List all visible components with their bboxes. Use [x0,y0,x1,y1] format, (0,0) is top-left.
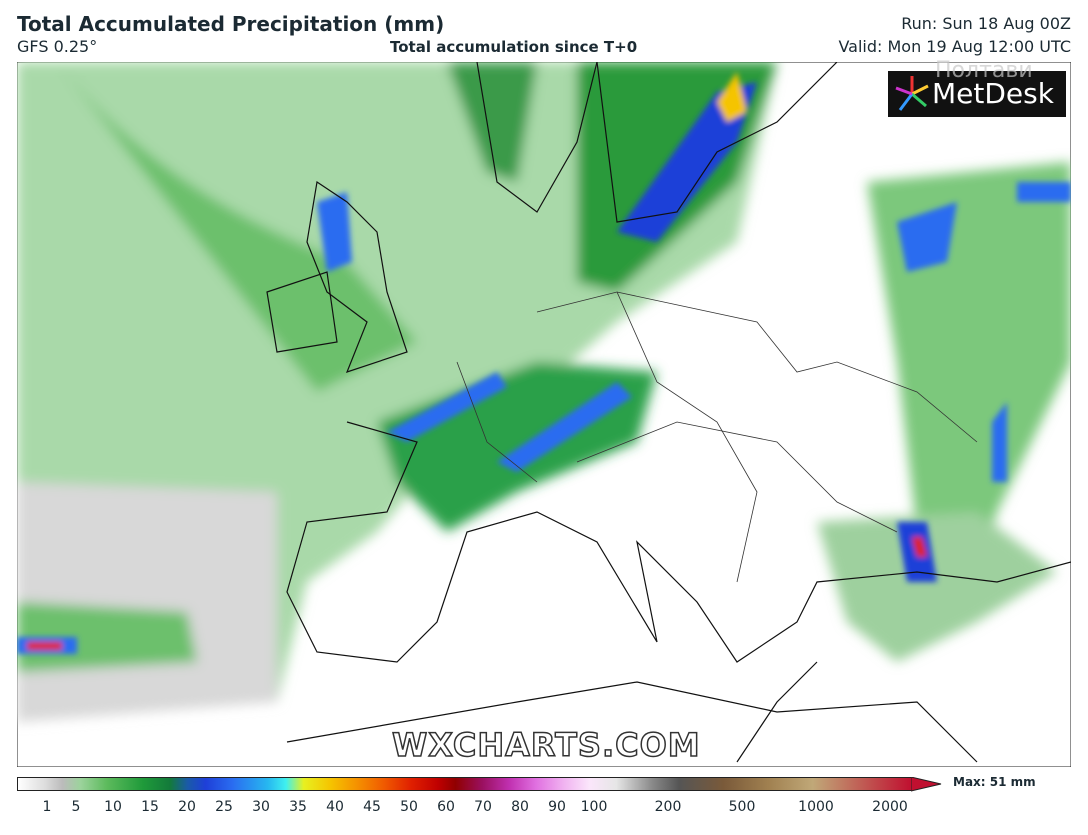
colorbar [17,777,912,791]
colorbar-tick-label: 5 [71,799,81,815]
colorbar-tick-label: 40 [326,799,344,815]
valid: Valid: Mon 19 Aug 12:00 UTC [838,37,1071,56]
colorbar-tick-label: 35 [289,799,307,815]
colorbar-tick-label: 200 [654,799,682,815]
overlay-text: Полтави [935,58,1033,83]
logo-icon [895,76,929,111]
subtitle: Total accumulation since T+0 [390,38,638,56]
coastlines [266,62,1071,763]
colorbar-tick-label: 500 [728,799,756,815]
colorbar-tick-label: 100 [580,799,608,815]
logo-box: MetDesk [888,71,1066,117]
colorbar-tick-label: 60 [437,799,455,815]
colorbar-tick-label: 25 [215,799,233,815]
colorbar-tick-label: 1000 [798,799,834,815]
model: GFS 0.25° [17,37,98,56]
watermark: WXCHARTS.COM [391,725,701,765]
run: Run: Sun 18 Aug 00Z [901,14,1071,33]
title: Total Accumulated Precipitation (mm) [17,12,445,36]
colorbar-tick-label: 70 [474,799,492,815]
logo: MetDesk [932,77,1054,110]
colorbar-tick-label: 45 [363,799,381,815]
colorbar-arrow [911,777,942,792]
colorbar-tick-label: 10 [104,799,122,815]
precip-heavy [17,72,1071,654]
colorbar-tick-label: 1 [42,799,52,815]
colorbar-tick-label: 80 [511,799,529,815]
max-label: Max: 51 mm [953,775,1036,789]
colorbar-tick-label: 20 [178,799,196,815]
colorbar-tick-label: 90 [548,799,566,815]
colorbar-tick-label: 2000 [872,799,908,815]
borders [456,291,978,583]
colorbar-tick-label: 30 [252,799,270,815]
colorbar-tick-label: 50 [400,799,418,815]
colorbar-tick-label: 15 [141,799,159,815]
map [17,62,1071,767]
